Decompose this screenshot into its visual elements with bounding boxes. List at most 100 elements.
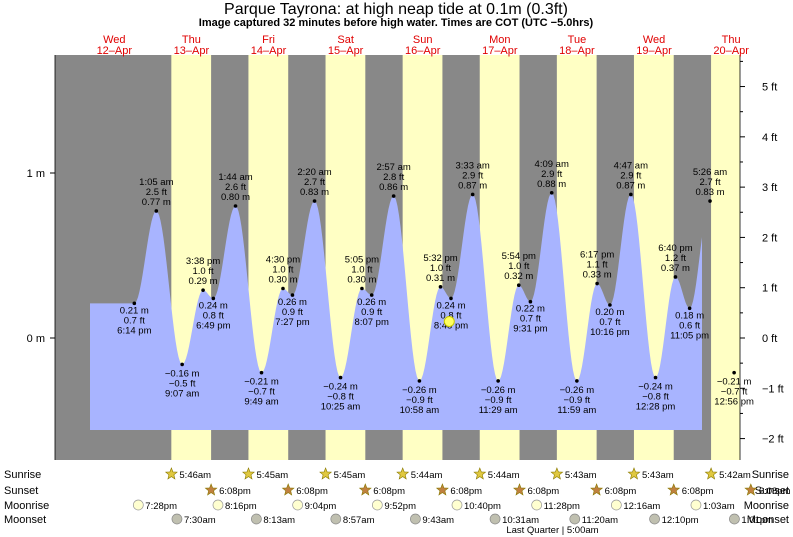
extreme-label-m: 0.83 m [300, 187, 329, 198]
extreme-label-time: 6:14 pm [117, 325, 151, 336]
axes: 0 m 1 m −2 ft −1 ft 0 ft 1 ft 2 ft 3 ft 4 ft 5 ft [27, 55, 784, 460]
extreme-label-ft: 0.7 ft [124, 315, 145, 326]
sunrise-time: 5:44am [488, 470, 520, 481]
moonset-icon [330, 513, 342, 525]
extreme-label-m: 0.21 m [120, 305, 149, 316]
sunrise-time: 5:45am [257, 470, 289, 481]
sunset-icon [204, 483, 218, 496]
extreme-label-ft: 2.7 ft [304, 177, 325, 188]
tide-extreme: 6:40 pm1.2 ft0.37 m [658, 243, 693, 279]
extreme-point [211, 296, 216, 301]
sunset-icon [435, 483, 449, 496]
day-header-date: 17–Apr [482, 45, 518, 57]
extreme-label-ft: −0.7 ft [248, 387, 275, 398]
extreme-label-m: −0.16 m [165, 368, 200, 379]
tide-extreme: 2:57 am2.8 ft0.86 m [376, 162, 411, 198]
extreme-label-m: 0.30 m [268, 275, 297, 286]
extreme-point [438, 285, 443, 289]
sunset-time: 6:08pm [296, 486, 328, 497]
current-tide-marker [443, 316, 455, 327]
extreme-label-time: 4:30 pm [266, 255, 300, 266]
extreme-point [154, 209, 159, 213]
sunrise-time: 5:44am [411, 470, 443, 481]
extreme-label-time: 3:33 am [456, 160, 490, 171]
extreme-point [496, 379, 500, 383]
sunrise-icon [164, 467, 178, 480]
left-tick-label: 1 m [27, 168, 45, 180]
sunset-time: 6:08pm [528, 486, 560, 497]
tide-area [90, 192, 702, 430]
sunrise-icon [319, 467, 333, 480]
extreme-label-ft: 1.0 ft [272, 265, 293, 276]
extreme-label-m: 0.20 m [595, 307, 624, 318]
extreme-point [360, 286, 364, 291]
moonrise-icon [371, 499, 383, 511]
extreme-point [449, 296, 453, 301]
sunrise-time: 5:46am [179, 470, 211, 481]
extreme-point [516, 283, 521, 288]
extreme-label-time: 11:29 am [479, 405, 518, 416]
tide-extreme: 3:38 pm1.0 ft0.29 m [186, 256, 220, 292]
daylight-band [711, 55, 740, 460]
tide-extreme: 5:26 am2.7 ft0.83 m [693, 167, 727, 203]
extreme-label-ft: 1.0 ft [193, 266, 214, 277]
extreme-point [732, 370, 736, 375]
right-tick-label: 3 ft [762, 182, 777, 194]
extreme-label-m: 0.24 m [199, 300, 228, 311]
extreme-label-ft: 2.9 ft [462, 170, 483, 181]
extreme-label-m: 0.37 m [661, 263, 690, 274]
tide-extreme: 0.26 m0.9 ft8:07 pm [355, 293, 389, 328]
extreme-label-ft: 1.0 ft [508, 261, 529, 272]
extreme-label-ft: 0.9 ft [282, 307, 303, 318]
moonset-icon [569, 513, 581, 525]
extreme-point [132, 301, 137, 306]
extreme-label-ft: −0.9 ft [485, 395, 512, 406]
sunset-time: 6:08pm [759, 486, 791, 497]
row-label-right: Sunrise [752, 469, 789, 481]
extreme-label-time: 5:26 am [693, 167, 727, 178]
day-header-dow: Mon [489, 34, 510, 46]
sunset-time: 6:08pm [682, 486, 714, 497]
right-tick-label: −2 ft [762, 434, 784, 446]
moonset-time: 10:31am [502, 515, 539, 526]
extreme-label-m: −0.26 m [402, 385, 437, 396]
tide-extreme: 1:44 am2.6 ft0.80 m [218, 172, 253, 208]
extreme-label-time: 8:07 pm [355, 317, 389, 328]
day-header-dow: Wed [103, 34, 125, 46]
sunset-icon [590, 483, 604, 496]
day-header-dow: Tue [568, 34, 587, 46]
extreme-point [470, 192, 475, 197]
moonrise-icon [610, 499, 622, 511]
moonset-icon [410, 513, 421, 525]
moonset-icon [729, 513, 740, 525]
sunset-time: 6:08pm [450, 486, 482, 497]
day-header-dow: Thu [722, 34, 741, 46]
extreme-label-time: 10:58 am [400, 405, 440, 416]
extreme-label-m: 0.32 m [504, 271, 533, 282]
tide-extreme: 5:32 pm1.0 ft0.31 m [423, 253, 458, 289]
extreme-point [259, 370, 264, 375]
tide-extreme: 6:17 pm1.1 ft0.33 m [580, 250, 614, 286]
sunset-icon [281, 483, 295, 496]
sunrise-time: 5:45am [334, 470, 366, 481]
extreme-label-m: 0.87 m [616, 180, 645, 191]
day-headers: Wed12–AprThu13–AprFri14–AprSat15–AprSun1… [97, 34, 750, 57]
sunset-icon [744, 483, 758, 496]
moonset-time: 11:20am [582, 515, 618, 526]
extreme-point [575, 379, 579, 383]
moon-phase: Last Quarter | 5:00am [506, 525, 598, 536]
extreme-point [201, 288, 205, 292]
row-label-left: Moonrise [4, 500, 49, 512]
extreme-label-time: 4:47 am [614, 160, 648, 171]
sunset-icon [513, 483, 526, 496]
moonset-time: 9:43am [422, 515, 454, 526]
extreme-label-time: 2:20 am [297, 167, 331, 178]
extreme-point [673, 275, 678, 279]
extreme-label-m: 0.33 m [583, 270, 612, 281]
extreme-label-ft: 1.0 ft [430, 263, 451, 274]
extreme-label-m: 0.29 m [189, 276, 218, 287]
